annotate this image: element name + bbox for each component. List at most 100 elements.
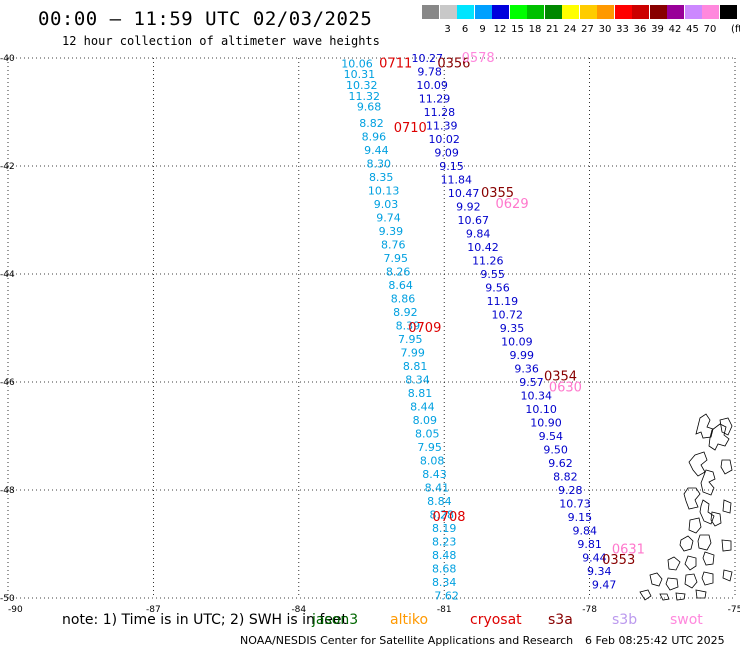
wave-height-value: 8.82 bbox=[553, 471, 578, 484]
coastline bbox=[639, 413, 733, 601]
wave-height-value: 8.28 bbox=[430, 508, 455, 521]
pass-time-label: 0354 bbox=[544, 370, 577, 385]
pass-time-label: 0629 bbox=[496, 197, 529, 212]
legend-tick-label: 21 bbox=[546, 24, 559, 35]
wave-height-value: 8.09 bbox=[413, 414, 438, 427]
wave-height-value: 9.57 bbox=[519, 376, 544, 389]
pass-time-label: 0356 bbox=[437, 56, 470, 71]
wave-height-value: 9.09 bbox=[434, 147, 459, 160]
wave-height-value: 8.34 bbox=[432, 576, 457, 589]
legend-swatch bbox=[474, 5, 492, 19]
wave-height-value: 8.43 bbox=[422, 468, 447, 481]
satellite-legend-item: s3b bbox=[612, 612, 638, 628]
wave-height-value: 9.81 bbox=[577, 538, 602, 551]
wave-height-value: 10.34 bbox=[521, 390, 553, 403]
legend-swatch bbox=[597, 5, 614, 19]
wave-height-value: 9.74 bbox=[376, 211, 401, 224]
legend-swatch bbox=[457, 5, 474, 19]
wave-height-value: 10.42 bbox=[467, 241, 499, 254]
pass-time-label: 0630 bbox=[549, 380, 582, 395]
wave-height-value: 9.15 bbox=[439, 160, 464, 173]
legend-swatch bbox=[632, 5, 649, 19]
pass-time-label: 0355 bbox=[481, 186, 514, 201]
wave-height-value: 8.26 bbox=[386, 265, 411, 278]
wave-height-value: 9.50 bbox=[543, 444, 568, 457]
wave-height-value: 7.62 bbox=[434, 589, 459, 602]
footer-note: note: 1) Time is in UTC; 2) SWH is in fe… bbox=[62, 612, 348, 628]
wave-height-value: 9.99 bbox=[509, 349, 534, 362]
wave-height-value: 8.81 bbox=[403, 360, 428, 373]
wave-height-value: 8.19 bbox=[432, 522, 457, 535]
wave-height-value: 8.81 bbox=[408, 387, 433, 400]
legend-swatch bbox=[719, 5, 737, 19]
wave-height-value: 11.32 bbox=[348, 90, 380, 103]
wave-height-value: 11.28 bbox=[424, 106, 456, 119]
wave-height-value: 9.15 bbox=[568, 511, 593, 524]
lon-tick-label: -90 bbox=[8, 605, 23, 615]
satellite-legend-item: swot bbox=[670, 612, 703, 628]
wave-height-value: 8.96 bbox=[362, 130, 387, 143]
legend-tick-label: 70 bbox=[703, 24, 717, 35]
pass-time-label: 0631 bbox=[612, 542, 645, 557]
lon-tick-label: -75 bbox=[728, 605, 740, 615]
wave-height-value: 8.64 bbox=[388, 279, 413, 292]
wave-height-value: 8.86 bbox=[391, 292, 416, 305]
pass-time-label: 0353 bbox=[602, 553, 635, 568]
legend-tick-label: 15 bbox=[511, 24, 524, 35]
wave-height-value: 9.03 bbox=[374, 198, 399, 211]
legend-swatch bbox=[492, 5, 509, 19]
wave-height-value: 8.68 bbox=[432, 562, 457, 575]
legend-swatch bbox=[702, 5, 719, 19]
wave-height-value: 8.34 bbox=[405, 373, 430, 386]
legend-tick-label: 24 bbox=[563, 24, 577, 35]
legend-swatch bbox=[544, 5, 562, 19]
legend-swatch bbox=[562, 5, 579, 19]
wave-height-value: 9.68 bbox=[357, 101, 382, 114]
page-subtitle: 12 hour collection of altimeter wave hei… bbox=[62, 34, 380, 48]
wave-height-value: 10.67 bbox=[458, 214, 490, 227]
wave-height-value: 11.29 bbox=[419, 93, 451, 106]
lat-tick-label: -50 bbox=[0, 594, 15, 604]
wave-height-value: 9.34 bbox=[587, 565, 612, 578]
wave-height-value: 9.44 bbox=[582, 552, 607, 565]
legend-tick-label: 33 bbox=[616, 24, 629, 35]
wave-height-value: 11.39 bbox=[426, 120, 458, 133]
wave-height-value: 8.39 bbox=[396, 319, 421, 332]
wave-height-value: 10.02 bbox=[428, 133, 460, 146]
lon-tick-label: -84 bbox=[291, 605, 306, 615]
wave-height-value: 9.56 bbox=[485, 282, 510, 295]
wave-height-value: 9.92 bbox=[456, 201, 481, 214]
lat-tick-label: -40 bbox=[0, 54, 15, 64]
lat-tick-label: -46 bbox=[0, 378, 15, 388]
wave-height-value: 8.82 bbox=[359, 117, 384, 130]
wave-height-value: 9.44 bbox=[364, 144, 389, 157]
wave-height-value: 8.92 bbox=[393, 306, 418, 319]
wave-height-value: 11.26 bbox=[472, 255, 504, 268]
pass-time-label: 0708 bbox=[432, 510, 465, 525]
lon-tick-label: -78 bbox=[582, 605, 597, 615]
wave-height-value: 9.78 bbox=[417, 66, 442, 79]
legend-swatch bbox=[527, 5, 544, 19]
pass-time-label: 0710 bbox=[394, 121, 427, 136]
wave-height-value: 8.35 bbox=[369, 171, 394, 184]
wave-height-tracks: 10.0610.3110.3211.329.688.828.969.448.30… bbox=[341, 52, 616, 602]
wave-height-value: 7.99 bbox=[400, 346, 425, 359]
credit-line: NOAA/NESDIS Center for Satellite Applica… bbox=[240, 634, 574, 647]
wave-height-value: 10.13 bbox=[368, 184, 400, 197]
pass-time-label: 0578 bbox=[462, 51, 495, 66]
wave-height-value: 9.54 bbox=[539, 430, 564, 443]
lat-tick-label: -44 bbox=[0, 270, 15, 280]
wave-height-value: 10.47 bbox=[448, 187, 480, 200]
wave-height-value: 9.39 bbox=[379, 225, 404, 238]
satellite-legend-item: altiko bbox=[390, 612, 429, 628]
legend-tick-label: 42 bbox=[668, 24, 682, 35]
satellite-legend-item: cryosat bbox=[470, 612, 522, 628]
wave-height-value: 8.44 bbox=[410, 400, 435, 413]
wave-height-value: 9.62 bbox=[548, 457, 573, 470]
wave-height-value: 7.95 bbox=[417, 441, 442, 454]
wave-height-value: 9.55 bbox=[480, 268, 505, 281]
legend-tick-label: 18 bbox=[528, 24, 542, 35]
wave-height-value: 8.48 bbox=[432, 549, 457, 562]
